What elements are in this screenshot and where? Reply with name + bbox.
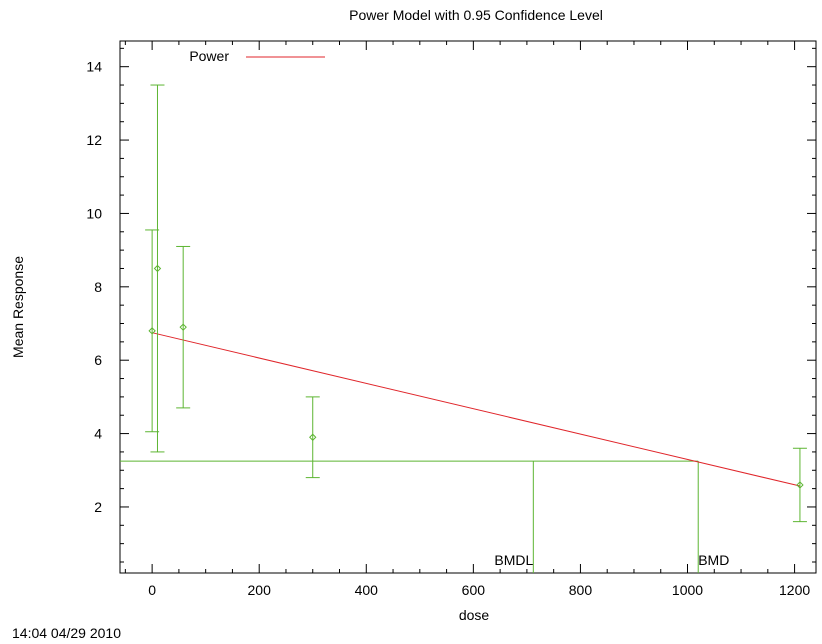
bmdl-label: BMDL [494,552,533,568]
y-axis-label: Mean Response [10,256,26,358]
x-tick-label: 200 [248,582,272,598]
y-tick-label: 4 [94,426,102,442]
plot-frame [119,40,817,574]
x-tick-label: 0 [148,582,156,598]
y-tick-label: 8 [94,279,102,295]
data-point [148,327,156,335]
x-tick-label: 400 [355,582,379,598]
x-tick-label: 1200 [779,582,810,598]
y-tick-label: 6 [94,352,102,368]
plot-area: 0 200 400 600 800 1000 1200 2 4 6 8 10 12 14 BMDL BMD Po… [86,40,817,598]
x-axis-label: dose [459,607,490,623]
y-tick-label: 10 [86,205,102,221]
legend-label: Power [189,48,229,64]
x-tick-label: 600 [462,582,486,598]
y-tick-label: 14 [86,59,102,75]
y-tick-label: 12 [86,132,102,148]
x-tick-label: 800 [569,582,593,598]
chart-title: Power Model with 0.95 Confidence Level [349,7,603,23]
timestamp: 14:04 04/29 2010 [12,625,121,641]
x-tick-label: 1000 [672,582,703,598]
model-line [152,332,801,487]
bmd-label: BMD [698,552,729,568]
data-point [309,433,317,441]
y-tick-label: 2 [94,499,102,515]
data-point [796,481,804,489]
data-point [179,323,187,331]
data-point [153,264,162,273]
